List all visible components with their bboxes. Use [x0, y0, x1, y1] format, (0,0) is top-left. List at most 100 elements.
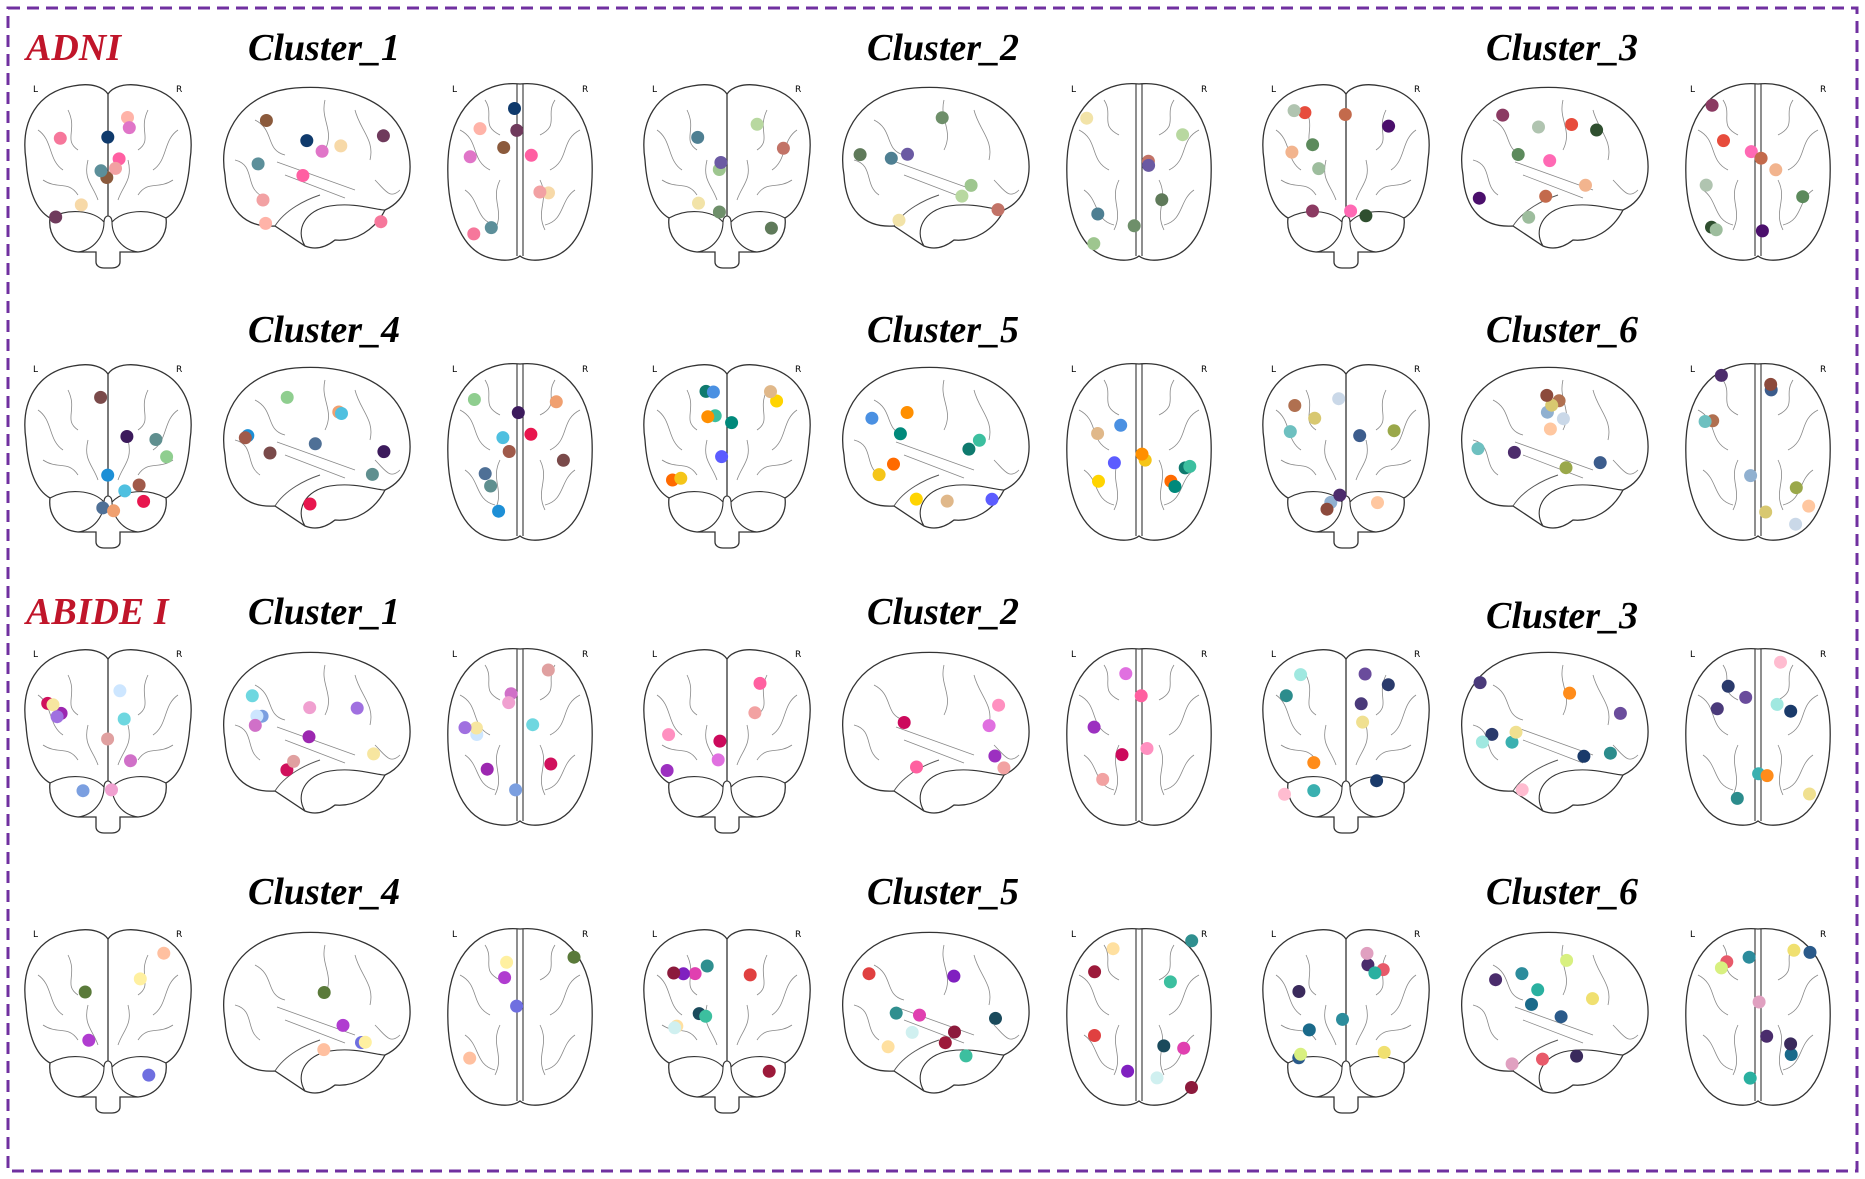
roi-node [76, 784, 90, 798]
roi-node [1590, 123, 1604, 137]
roi-node [101, 468, 115, 482]
roi-node [1294, 668, 1308, 682]
right-hemisphere-label: R [176, 365, 182, 375]
roi-node [947, 969, 961, 983]
roi-node [259, 114, 273, 127]
roi-node [1091, 207, 1105, 221]
roi-node [1532, 120, 1545, 134]
roi-node [463, 150, 477, 164]
roi-node [74, 198, 88, 212]
roi-node [1742, 950, 1756, 964]
roi-node [959, 1049, 973, 1063]
roi-node [750, 117, 764, 131]
roi-node [901, 147, 914, 161]
roi-node [1302, 1023, 1316, 1037]
roi-node [1185, 1081, 1198, 1094]
roi-node [1699, 178, 1713, 192]
roi-node [317, 986, 331, 999]
roi-node [1705, 98, 1719, 112]
roi-node [1509, 725, 1523, 739]
roi-node [500, 955, 514, 969]
roi-node [96, 501, 110, 515]
roi-node [1554, 1010, 1568, 1024]
roi-node [1353, 429, 1367, 443]
roi-node [142, 1068, 156, 1082]
roi-node [1789, 481, 1803, 495]
right-hemisphere-label: R [176, 650, 182, 660]
roi-node [1338, 108, 1352, 121]
roi-node [938, 1036, 952, 1050]
roi-node [502, 445, 516, 458]
roi-node [492, 504, 506, 518]
right-hemisphere-label: R [582, 930, 588, 940]
roi-node [478, 467, 492, 481]
dashed-frame [6, 6, 1859, 1173]
roi-node [1563, 686, 1577, 700]
roi-node [1157, 1039, 1171, 1053]
roi-node [1307, 756, 1321, 770]
roi-node [1536, 1052, 1549, 1066]
roi-node [78, 985, 92, 999]
roi-node [667, 966, 681, 980]
roi-node [137, 494, 151, 508]
roi-node [1119, 667, 1133, 681]
roi-node [748, 706, 762, 720]
roi-node [714, 156, 728, 169]
roi-node [1579, 178, 1592, 192]
roi-node [1332, 392, 1346, 406]
left-hemisphere-label: L [652, 650, 657, 660]
roi-node [497, 141, 511, 154]
roi-node [1522, 210, 1536, 224]
left-hemisphere-label: L [652, 930, 657, 940]
roi-node [1358, 667, 1372, 681]
roi-node [972, 433, 986, 447]
right-hemisphere-label: R [1201, 650, 1207, 660]
roi-node [1279, 689, 1293, 703]
dataset-label-adni: ADNI [26, 27, 122, 69]
cluster-title: Cluster_2 [867, 591, 1020, 633]
roi-node [1774, 655, 1787, 669]
roi-node [1306, 204, 1319, 218]
roi-node [118, 484, 132, 498]
roi-node [1278, 787, 1291, 801]
roi-node [991, 203, 1005, 217]
roi-node [905, 1025, 919, 1039]
right-hemisphere-label: R [1201, 930, 1207, 940]
roi-node [1114, 418, 1128, 432]
roi-node [1288, 399, 1302, 412]
roi-node [887, 457, 900, 471]
roi-node [1088, 965, 1102, 979]
roi-node [892, 213, 906, 227]
roi-node [509, 783, 523, 797]
roi-node [1080, 111, 1094, 125]
roi-node [377, 445, 391, 459]
roi-node [498, 971, 512, 985]
roi-node [711, 753, 725, 767]
roi-node [263, 446, 277, 460]
roi-node [909, 492, 923, 506]
roi-node [1377, 1045, 1391, 1059]
roi-node [94, 390, 108, 404]
left-hemisphere-label: L [1271, 930, 1276, 940]
roi-node [508, 102, 521, 115]
right-hemisphere-label: R [795, 650, 801, 660]
roi-node [962, 442, 976, 456]
cluster-title: Cluster_4 [248, 871, 401, 913]
right-hemisphere-label: R [1414, 930, 1420, 940]
roi-node [988, 749, 1002, 763]
roi-node [989, 1011, 1002, 1025]
roi-node [124, 754, 137, 768]
left-hemisphere-label: L [33, 650, 38, 660]
roi-node [1489, 973, 1503, 987]
cluster-title: Cluster_6 [1486, 309, 1639, 351]
dataset-label-abide: ABIDE I [26, 591, 169, 633]
roi-node [113, 684, 127, 698]
roi-node [699, 1009, 713, 1023]
roi-node [1142, 158, 1156, 172]
